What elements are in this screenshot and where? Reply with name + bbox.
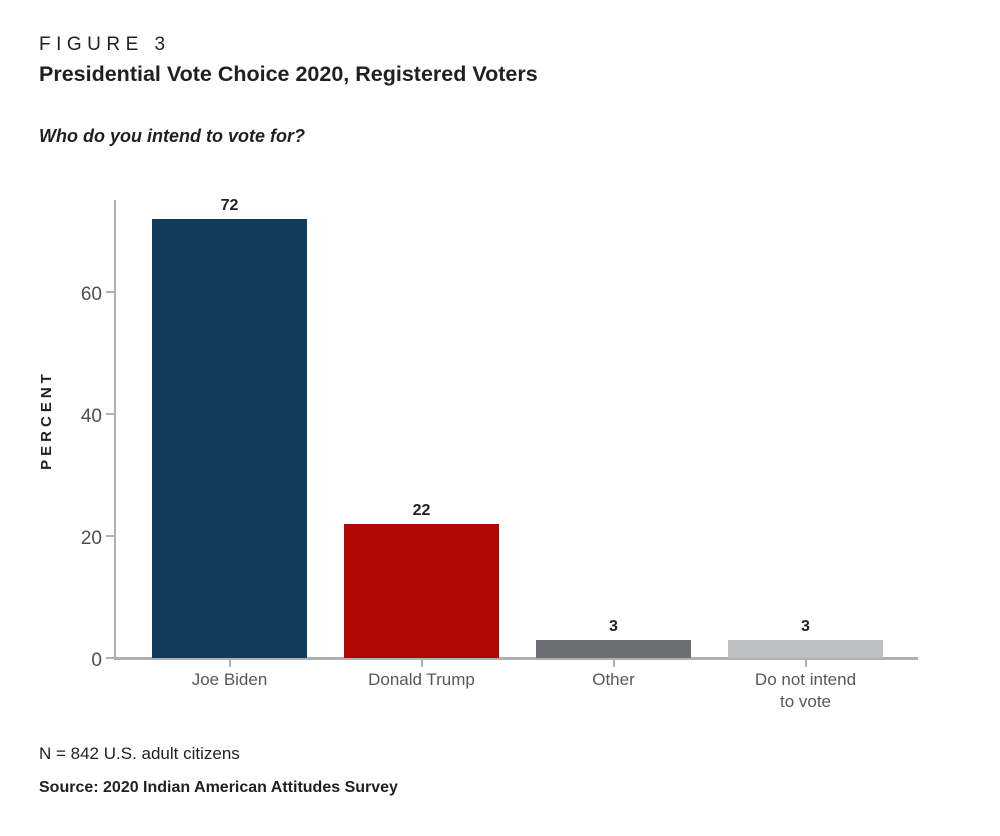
x-tick-label-joe-biden: Joe Biden (191, 670, 268, 689)
bar-value-joe-biden: 72 (220, 197, 239, 214)
y-tick-label-20: 20 (80, 528, 102, 549)
y-tick-0 (106, 657, 115, 659)
bar-other (536, 640, 691, 658)
x-tick-label-do-not-intend-to-vote: Do not intend to vote (754, 670, 857, 711)
y-tick-label-0: 0 (91, 650, 102, 671)
bar-value-do-not-intend-to-vote: 3 (801, 618, 810, 635)
survey-question: Who do you intend to vote for? (39, 126, 305, 146)
y-tick-label-40: 40 (80, 406, 102, 427)
y-tick-20 (106, 535, 115, 537)
bar-value-other: 3 (609, 618, 618, 635)
y-tick-40 (106, 413, 115, 415)
figure-title: Presidential Vote Choice 2020, Registere… (39, 62, 538, 86)
bar-do-not-intend-to-vote (728, 640, 883, 658)
x-tick-other (612, 660, 615, 667)
y-tick-label-60: 60 (80, 284, 102, 305)
x-axis-line (114, 657, 918, 660)
x-tick-joe-biden (228, 660, 231, 667)
sample-size-note: N = 842 U.S. adult citizens (39, 744, 240, 763)
x-tick-do-not-intend-to-vote (804, 660, 807, 667)
bar-joe-biden (152, 219, 307, 658)
y-axis-line (114, 200, 116, 660)
bar-value-donald-trump: 22 (412, 502, 431, 519)
x-tick-label-donald-trump: Donald Trump (368, 670, 475, 689)
y-tick-60 (106, 291, 115, 293)
figure-number-label: FIGURE 3 (39, 34, 171, 55)
x-tick-label-other: Other (592, 670, 635, 689)
x-tick-donald-trump (420, 660, 423, 667)
source-note: Source: 2020 Indian American Attitudes S… (39, 779, 398, 796)
bar-donald-trump (344, 524, 499, 658)
